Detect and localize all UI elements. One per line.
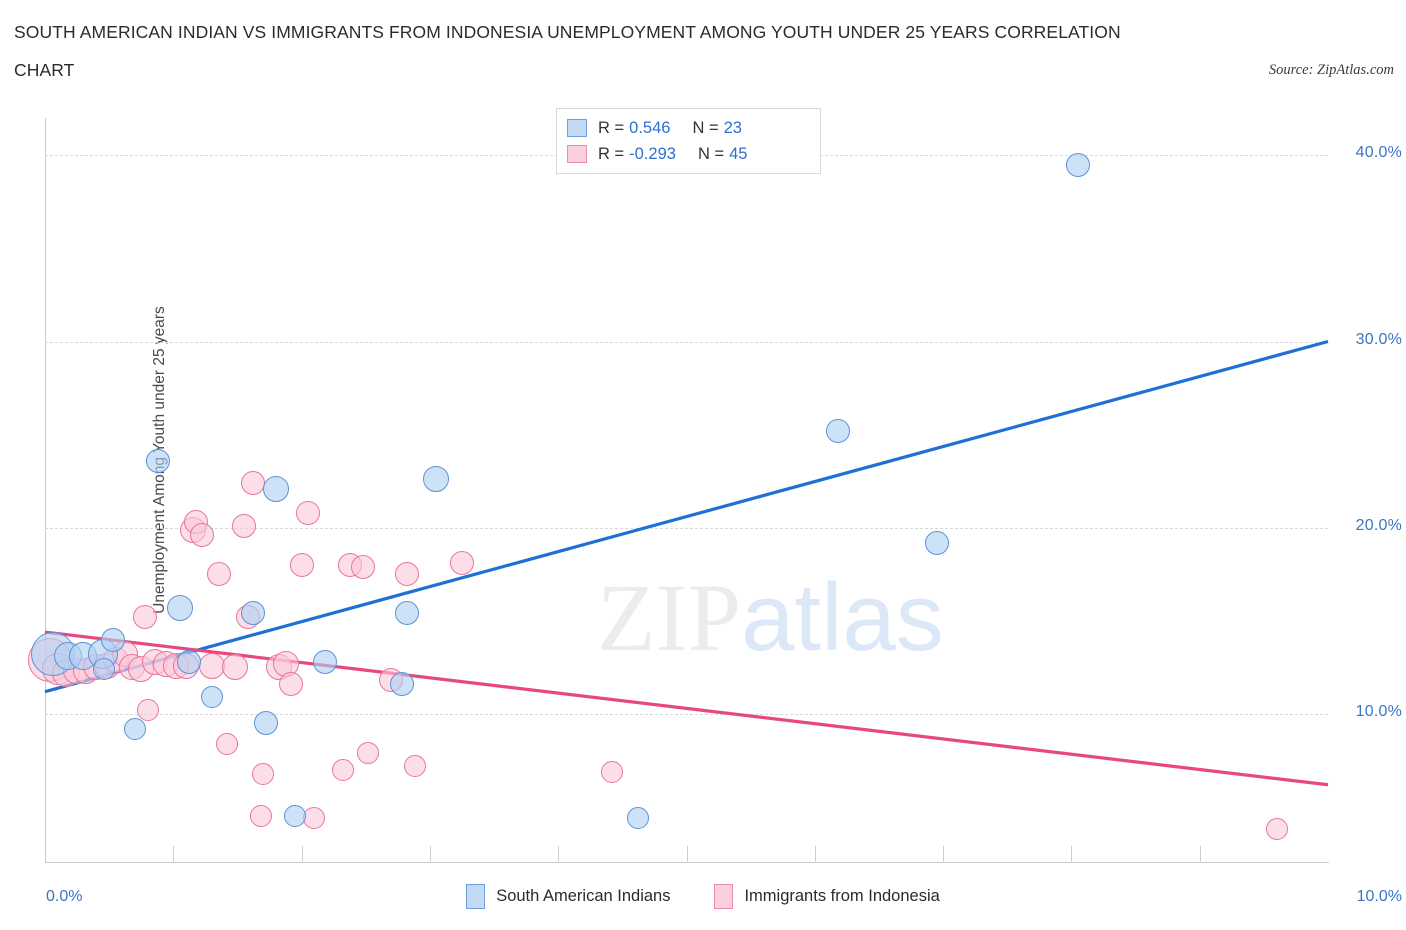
scatter-point-blue[interactable] — [389, 672, 414, 697]
trendline-blue — [44, 339, 1329, 694]
page-title: SOUTH AMERICAN INDIAN VS IMMIGRANTS FROM… — [14, 22, 1121, 42]
scatter-point-pink[interactable] — [351, 554, 376, 579]
scatter-point-blue[interactable] — [312, 649, 337, 674]
scatter-point-blue[interactable] — [100, 627, 125, 652]
scatter-point-pink[interactable] — [601, 760, 624, 783]
scatter-point-pink[interactable] — [279, 672, 304, 697]
legend-label-pink: Immigrants from Indonesia — [744, 887, 940, 905]
scatter-point-pink[interactable] — [403, 755, 426, 778]
trendlines — [44, 339, 1329, 787]
scatter-point-blue[interactable] — [253, 711, 278, 736]
scatter-point-pink[interactable] — [357, 742, 380, 765]
x-tick-9 — [1199, 846, 1201, 863]
source-attribution: Source: ZipAtlas.com — [1268, 62, 1394, 78]
stats-n-label-pink: N = — [697, 144, 725, 163]
x-tick-1 — [173, 846, 175, 863]
y-tick-label-300: 30.0% — [1355, 330, 1402, 348]
scatter-point-pink[interactable] — [216, 732, 239, 755]
x-tick-7 — [943, 846, 945, 863]
legend-label-blue: South American Indians — [496, 887, 671, 905]
stats-n-label-blue: N = — [692, 118, 719, 137]
correlation-stats-box: R = 0.546 N = 23 R = -0.293 N = 45 — [556, 108, 821, 174]
scatter-point-pink[interactable] — [133, 605, 158, 630]
stats-swatch-blue — [567, 119, 587, 137]
page-title-second-line: CHART — [14, 60, 75, 80]
x-axis-min-label: 0.0% — [46, 888, 83, 905]
legend-item-south-american-indians[interactable]: South American Indians — [466, 884, 670, 909]
x-tick-8 — [1071, 846, 1073, 863]
scatter-point-blue[interactable] — [825, 418, 850, 443]
scatter-point-pink[interactable] — [394, 562, 419, 587]
scatter-point-blue[interactable] — [394, 601, 419, 626]
scatter-point-pink[interactable] — [221, 654, 248, 681]
x-tick-2 — [301, 846, 303, 863]
stats-r-label-pink: R = — [598, 144, 625, 163]
x-tick-5 — [686, 846, 688, 863]
x-tick-6 — [814, 846, 816, 863]
x-axis-max-label: 10.0% — [1356, 888, 1402, 905]
trendline-pink — [44, 630, 1329, 787]
scatter-point-blue[interactable] — [626, 807, 649, 830]
scatter-point-pink[interactable] — [198, 652, 225, 679]
scatter-point-blue[interactable] — [176, 649, 201, 674]
scatter-point-blue[interactable] — [240, 601, 265, 626]
scatter-point-pink[interactable] — [252, 762, 275, 785]
legend-swatch-blue — [466, 884, 486, 909]
x-tick-4 — [558, 846, 560, 863]
y-tick-label-100: 10.0% — [1355, 703, 1402, 720]
gridline-100 — [45, 714, 1328, 715]
stats-swatch-pink — [567, 145, 587, 163]
scatter-point-blue[interactable] — [284, 805, 307, 828]
scatter-point-pink[interactable] — [303, 807, 326, 830]
scatter-point-pink[interactable] — [240, 471, 265, 496]
scatter-point-pink[interactable] — [296, 500, 320, 525]
scatter-point-blue[interactable] — [200, 686, 223, 709]
scatter-point-pink[interactable] — [449, 551, 474, 576]
legend-item-immigrants-from-indonesia[interactable]: Immigrants from Indonesia — [714, 884, 940, 909]
scatter-point-blue[interactable] — [123, 717, 146, 740]
y-tick-label-400: 40.0% — [1355, 144, 1402, 162]
scatter-point-blue[interactable] — [93, 658, 116, 681]
scatter-point-pink[interactable] — [331, 758, 354, 781]
y-axis-line — [45, 118, 46, 863]
stats-row-pink: R = -0.293 N = 45 — [567, 141, 810, 167]
gridline-300 — [45, 341, 1328, 343]
scatter-point-pink[interactable] — [249, 805, 272, 828]
scatter-point-blue[interactable] — [262, 475, 289, 502]
scatter-point-blue[interactable] — [166, 594, 193, 621]
scatter-point-pink[interactable] — [189, 523, 214, 548]
scatter-point-blue[interactable] — [924, 530, 949, 555]
scatter-point-pink[interactable] — [1265, 818, 1288, 841]
scatter-point-pink[interactable] — [289, 553, 314, 577]
scatter-point-pink[interactable] — [231, 513, 256, 538]
scatter-point-pink[interactable] — [136, 699, 159, 722]
stats-r-label-blue: R = — [598, 118, 625, 137]
series-legend: South American Indians Immigrants from I… — [0, 884, 1406, 909]
stats-r-value-blue: 0.546 — [629, 118, 671, 137]
scatter-point-blue[interactable] — [1065, 152, 1090, 177]
stats-n-value-blue: 23 — [723, 118, 742, 137]
stats-row-blue: R = 0.546 N = 23 — [567, 115, 810, 141]
stats-r-value-pink: -0.293 — [629, 144, 676, 163]
y-axis-title-wrap: Unemployment Among Youth under 25 years — [8, 250, 168, 670]
legend-swatch-pink — [714, 884, 734, 909]
stats-n-value-pink: 45 — [729, 144, 748, 163]
x-tick-3 — [429, 846, 431, 863]
scatter-point-blue[interactable] — [423, 466, 450, 493]
scatter-point-pink[interactable] — [207, 562, 232, 587]
gridline-200 — [45, 527, 1328, 529]
scatter-point-blue[interactable] — [145, 448, 170, 473]
plot-area: ZIPatlas — [28, 118, 1329, 863]
y-tick-label-200: 20.0% — [1355, 516, 1402, 534]
